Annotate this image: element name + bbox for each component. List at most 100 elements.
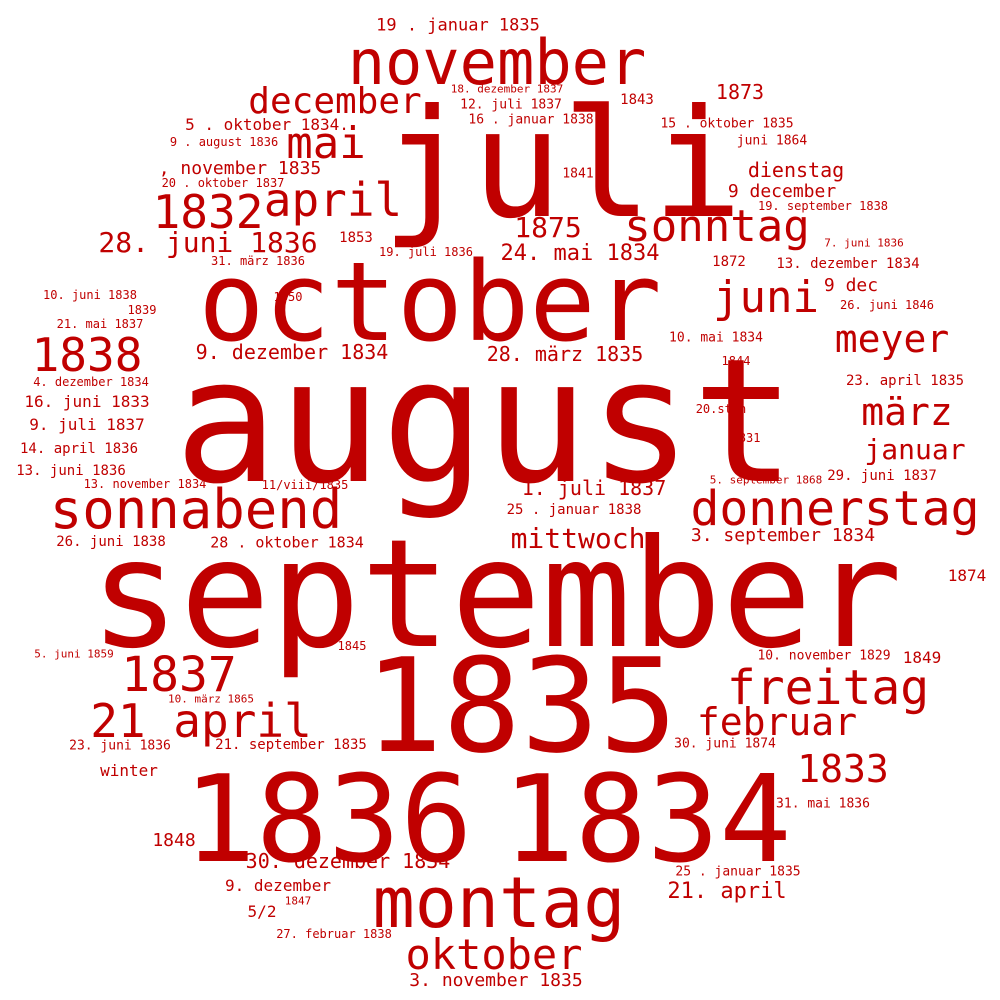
word-25-januar-1835: 25 . januar 1835 bbox=[675, 864, 801, 880]
word-1834: 1834 bbox=[502, 751, 792, 890]
word-29-juni-1837: 29. juni 1837 bbox=[827, 468, 937, 484]
word-1837: 1837 bbox=[121, 647, 237, 703]
word-9-dezember: 9. dezember bbox=[225, 876, 331, 895]
word-14-april-1836: 14. april 1836 bbox=[19, 441, 139, 457]
word-10-mai-1834: 10. mai 1834 bbox=[669, 330, 763, 346]
word-1831: 1831 bbox=[731, 431, 761, 445]
word-1849: 1849 bbox=[902, 648, 942, 667]
word-dienstag: dienstag bbox=[747, 158, 845, 182]
word-1833: 1833 bbox=[797, 747, 889, 791]
word-23-juni-1836: 23. juni 1836 bbox=[69, 738, 171, 754]
word-1832: 1832 bbox=[152, 185, 264, 239]
word-donnerstag: donnerstag bbox=[690, 481, 980, 537]
word-16-januar-1838: 16 . januar 1838 bbox=[468, 112, 594, 128]
word-1844: 1844 bbox=[721, 354, 751, 368]
word-1841: 1841 bbox=[562, 166, 594, 182]
word-20-sten: 20.sten bbox=[695, 402, 747, 416]
word-21-mai-1837: 21. mai 1837 bbox=[56, 317, 144, 331]
word-10-juni-1838: 10. juni 1838 bbox=[43, 288, 137, 302]
word-1845: 1845 bbox=[337, 639, 367, 653]
word-5-september-1868: 5. september 1868 bbox=[709, 473, 823, 487]
word-freitag: freitag bbox=[726, 660, 930, 716]
word-28-oktober-1834: 28 . oktober 1834 bbox=[210, 533, 364, 552]
word-1853: 1853 bbox=[339, 230, 373, 246]
word-december: december bbox=[248, 81, 422, 122]
word-11-viii-1835: 11/viii/1835 bbox=[261, 478, 349, 492]
word-31-mai-1836: 31. mai 1836 bbox=[776, 796, 870, 812]
word-20-oktober-1837: 20 . oktober 1837 bbox=[161, 176, 285, 190]
word-5-2: 5/2 bbox=[247, 902, 277, 921]
word-1850: 1850 bbox=[273, 290, 303, 304]
word-juli: juli bbox=[381, 78, 743, 252]
word-winter: winter bbox=[100, 761, 158, 780]
word-november: november bbox=[347, 26, 647, 99]
word-februar: februar bbox=[696, 700, 858, 744]
word-23-april-1835: 23. april 1835 bbox=[845, 373, 965, 389]
word-1836: 1836 bbox=[183, 751, 473, 890]
word-1838: 1838 bbox=[31, 328, 143, 382]
word-13-dezember-1834: 13. dezember 1834 bbox=[776, 256, 920, 272]
word-21-april-2: 21. april bbox=[667, 879, 787, 904]
word-10-maerz-1865: 10. märz 1865 bbox=[167, 692, 255, 706]
word-19-juli-1836: 19. juli 1836 bbox=[379, 245, 473, 259]
word-1847: 1847 bbox=[284, 894, 312, 908]
word-1875: 1875 bbox=[514, 211, 582, 244]
word-21-september-1835: 21. september 1835 bbox=[215, 737, 367, 753]
word-mai: mai bbox=[286, 118, 366, 169]
word-19-september-1838: 19. september 1838 bbox=[757, 199, 889, 213]
word-1-juli-1837: 1. juli 1837 bbox=[521, 476, 667, 500]
word-7-juni-1836: 7. juni 1836 bbox=[824, 236, 904, 250]
word-september: september bbox=[89, 508, 903, 682]
word-13-november-1834: 13. november 1834 bbox=[83, 477, 207, 491]
word-sonntag: sonntag bbox=[624, 201, 810, 252]
word-august: august bbox=[174, 321, 796, 522]
word-9-december: 9 december bbox=[727, 181, 837, 202]
word-november-1835: , november 1835 bbox=[158, 158, 322, 179]
word-16-juni-1833: 16. juni 1833 bbox=[24, 392, 150, 411]
word-october: october bbox=[198, 238, 662, 366]
word-oktober: oktober bbox=[405, 930, 583, 979]
word-31-maerz-1836: 31. märz 1836 bbox=[211, 254, 305, 268]
word-mittwoch: mittwoch bbox=[510, 522, 646, 555]
word-30-juni-1874: 30. juni 1874 bbox=[674, 736, 776, 752]
word-5-juni-1859: 5. juni 1859 bbox=[34, 647, 114, 661]
word-3-november-1835: 3. november 1835 bbox=[409, 970, 583, 991]
word-30-dezember-1834: 30. dezember 1834 bbox=[245, 849, 451, 873]
word-1848: 1848 bbox=[152, 830, 196, 851]
word-15-oktober-1835: 15 . oktober 1835 bbox=[660, 116, 794, 132]
word-1835: 1835 bbox=[364, 630, 678, 782]
word-1873: 1873 bbox=[715, 80, 765, 104]
word-januar: januar bbox=[864, 433, 966, 466]
word-juni: juni bbox=[713, 272, 819, 323]
word-28-maerz-1835: 28. märz 1835 bbox=[486, 342, 644, 366]
word-1839: 1839 bbox=[127, 303, 157, 317]
word-10-november-1829: 10. november 1829 bbox=[757, 648, 891, 664]
word-26-juni-1846: 26. juni 1846 bbox=[840, 298, 934, 312]
word-1843: 1843 bbox=[620, 92, 654, 108]
word-26-juni-1838: 26. juni 1838 bbox=[56, 534, 166, 550]
word-1872: 1872 bbox=[712, 254, 746, 270]
word-montag: montag bbox=[372, 862, 626, 944]
word-meyer: meyer bbox=[834, 317, 950, 361]
word-27-februar-1838: 27. februar 1838 bbox=[276, 927, 392, 941]
word-juni-1864: juni 1864 bbox=[736, 133, 808, 149]
word-1874: 1874 bbox=[947, 566, 987, 585]
word-9-august-1836: 9 . august 1836 bbox=[169, 135, 279, 149]
word-18-dezember-1837: 18. dezember 1837 bbox=[450, 82, 564, 96]
word-12-juli-1837: 12. juli 1837 bbox=[460, 97, 562, 113]
word-9-dec: 9 dec bbox=[823, 275, 879, 296]
word-13-juni-1836: 13. juni 1836 bbox=[16, 463, 126, 479]
word-3-september-1834: 3. september 1834 bbox=[690, 525, 876, 546]
word-april: april bbox=[263, 173, 403, 227]
word-24-mai-1834: 24. mai 1834 bbox=[500, 241, 660, 266]
word-maerz: märz bbox=[861, 390, 953, 434]
word-5-oktober-1834: 5 . oktober 1834. bbox=[185, 115, 349, 134]
word-28-juni-1836: 28. juni 1836 bbox=[98, 226, 318, 259]
word-9-dezember-1834: 9. dezember 1834 bbox=[195, 340, 389, 364]
word-21-april: 21 april bbox=[90, 694, 312, 748]
word-4-dezember-1834: 4. dezember 1834 bbox=[33, 375, 149, 389]
word-sonnabend: sonnabend bbox=[49, 478, 343, 541]
word-19-januar-1835: 19 . januar 1835 bbox=[376, 15, 540, 36]
word-25-januar-1838: 25 . januar 1838 bbox=[506, 502, 642, 518]
